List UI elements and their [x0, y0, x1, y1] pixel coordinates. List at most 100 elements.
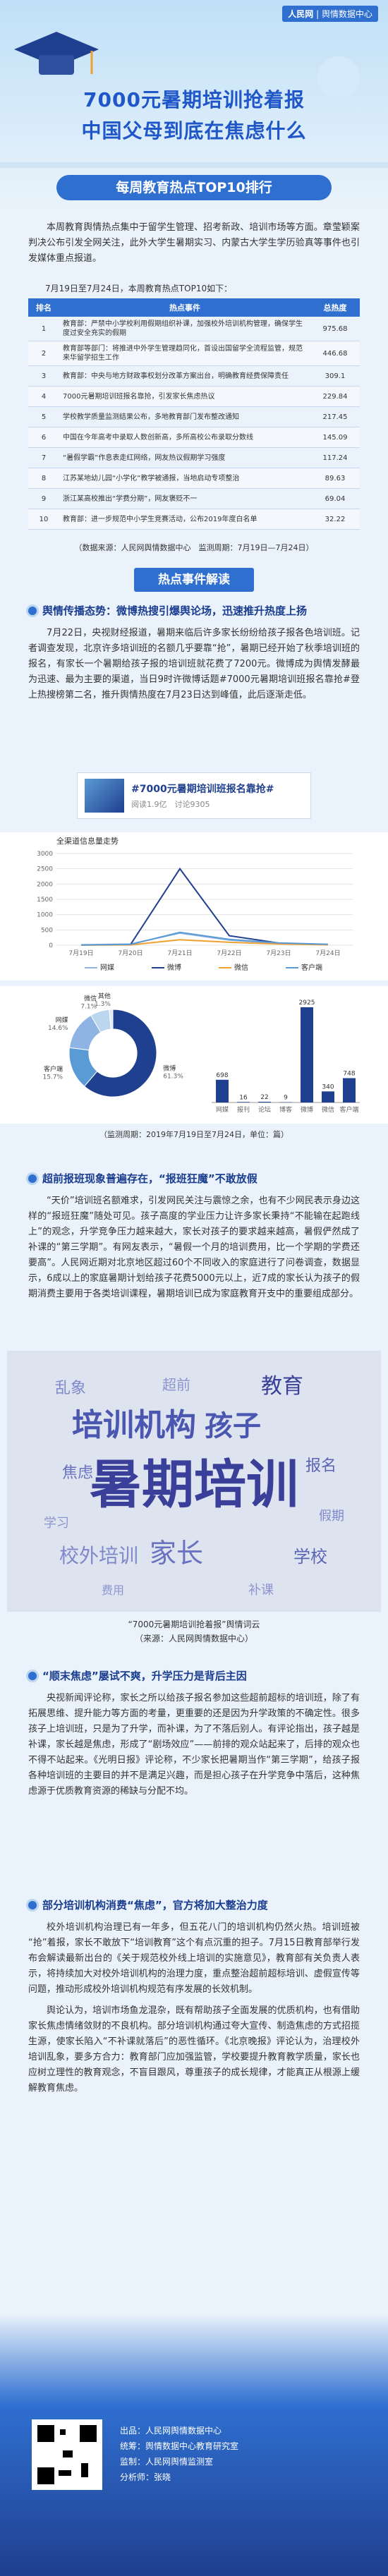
distribution-charts: 微博61.3%客户端15.7%网媒14.6%微信7.1%其他1.3%698网媒1… [0, 986, 388, 1124]
caption-text: “7000元暑期培训抢着报”舆情词云 [128, 1620, 260, 1629]
table-row: 4 7000元暑期培训班报名靠抢，引发家长焦虑热议 229.84 [28, 386, 360, 407]
slice-label: 客户端 [44, 1064, 63, 1073]
section: 超前报班现象普遍存在，“报班狂魔”不敢放假 “天价”培训班名额难求，引发网民关注与… [0, 1171, 388, 1347]
table-cell: 教育部：严禁中小学校利用假期组织补课，加强校外培训机构管理，确保学生度过安全充实… [59, 317, 310, 341]
cloud-word: 假期 [319, 1509, 344, 1524]
x-tick-label: 客户端 [339, 1105, 358, 1114]
section-heading: 部分培训机构消费“焦虑”，官方将加大整治力度 [28, 1897, 360, 1913]
table-source: （数据来源：人民网舆情数据中心 监测周期：7月19日—7月24日） [74, 543, 314, 552]
x-tick-label: 7月21日 [167, 949, 192, 957]
paragraph: 舆论认为，培训市场鱼龙混杂，既有帮助孩子全面发展的优质机构，也有借助家长焦虑情绪… [28, 2005, 360, 2094]
x-tick-label: 7月23日 [266, 949, 291, 957]
table-cell: 89.63 [310, 468, 360, 489]
cloud-word: 补课 [248, 1583, 274, 1598]
bar [301, 1007, 313, 1102]
bar [216, 1079, 229, 1102]
bar-value: 9 [284, 1095, 288, 1102]
table-cell: 7000元暑期培训班报名靠抢，引发家长焦虑热议 [59, 386, 310, 407]
section: 部分培训机构消费“焦虑”，官方将加大整治力度校外培训机构治理已有一年多，但五花八… [0, 1897, 388, 2307]
table-cell: 4 [28, 386, 59, 407]
section-heading: 超前报班现象普遍存在，“报班狂魔”不敢放假 [28, 1171, 360, 1186]
slice-value: 14.6% [48, 1025, 68, 1032]
x-tick-label: 7月20日 [118, 949, 143, 957]
table-row: 9 浙江某高校推出“学费分期”，网友褒贬不一 69.04 [28, 488, 360, 509]
y-tick-label: 2500 [37, 866, 53, 873]
bar-value: 748 [343, 1070, 355, 1077]
table-cell: 7 [28, 447, 59, 468]
x-tick-label: 博客 [279, 1105, 292, 1114]
x-tick-label: 7月19日 [68, 949, 93, 957]
table-cell: 229.84 [310, 386, 360, 407]
title-line: 7000元暑期培训抢着报 [83, 88, 305, 111]
y-tick-label: 1000 [37, 912, 53, 919]
qr-code [32, 2419, 102, 2490]
table-row: 3 教育部：中央与地方财政事权划分改革方案出台，明确教育经费保障责任 309.1 [28, 365, 360, 387]
x-tick-label: 7月24日 [315, 949, 340, 957]
section-heading: “顺末焦虑”屡试不爽，升学压力是背后主因 [28, 1668, 360, 1684]
paragraph: 7月22日，央视财经报道，暑期来临后许多家长纷纷给孩子报各色培训班。记者调查发现… [28, 628, 360, 700]
table-cell: 217.45 [310, 406, 360, 427]
table-cell: 教育部等部门：将推进中外学生管理趋同化，首设出国留学全流程监管，规范来华留学招生… [59, 341, 310, 366]
slice-value: 7.1% [80, 1004, 97, 1011]
credit: 出品：人民网舆情数据中心 [120, 2426, 222, 2436]
ribbon: 每周教育热点TOP10排行 [116, 180, 272, 195]
cloud-word: 教育 [261, 1374, 303, 1399]
table-cell: 32.22 [310, 509, 360, 530]
table-cell: 教育部：进一步规范中小学生竞赛活动，公布2019年度白名单 [59, 509, 310, 530]
section: 舆情传播态势：微博热搜引爆舆论场，迅速推升热度上扬 7月22日，央视财经报道，暑期… [0, 603, 388, 769]
table-row: 5 学校教学质量监测结果公布，多地教育部门发布整改通知 217.45 [28, 406, 360, 427]
cloud-word: 孩子 [205, 1410, 261, 1442]
caption-source: （来源：人民网舆情数据中心） [134, 1634, 253, 1644]
intro: 本周教育舆情热点集中于留学生管理、招考新政、培训市场等方面。章莹颖案判决公布引发… [0, 220, 388, 285]
credit: 监制：人民网舆情监测室 [120, 2457, 214, 2467]
table-cell: 975.68 [310, 317, 360, 341]
table-row: 2 教育部等部门：将推进中外学生管理趋同化，首设出国留学全流程监管，规范来华留学招… [28, 341, 360, 366]
cloud-word: 费用 [102, 1584, 124, 1597]
table-cell: 2 [28, 341, 59, 366]
cloud-word: 学习 [44, 1516, 69, 1531]
slice-value: 1.3% [95, 1001, 111, 1008]
cloud-word: 学校 [293, 1547, 327, 1567]
x-tick-label: 微信 [322, 1105, 334, 1114]
cloud-word: 乱象 [55, 1380, 86, 1397]
table-row: 8 江苏某地幼儿园“小学化”教学被通报，当地启动专项整治 89.63 [28, 468, 360, 489]
logo: 人民网 | 舆情数据中心 [282, 6, 378, 22]
y-tick-label: 2000 [37, 881, 53, 888]
table-row: 7 “暑假学霸”作息表走红网络，网友热议假期学习强度 117.24 [28, 447, 360, 468]
bar-value: 16 [239, 1094, 248, 1101]
table-header: 排名 [28, 298, 59, 317]
paragraph: 央视新闻评论称，家长之所以给孩子报名参加这些超前超标的培训班，除了有拓展思维、提… [28, 1693, 360, 1797]
table-cell: 6 [28, 427, 59, 448]
header: 人民网 | 舆情数据中心 7000元暑期培训抢着报 中国父母到底在焦虑什么 每周… [0, 0, 388, 212]
slice-label: 微博 [163, 1064, 176, 1072]
bar [343, 1078, 356, 1102]
y-tick-label: 1500 [37, 897, 53, 904]
series-line [80, 931, 329, 946]
table-cell: 教育部：中央与地方财政事权划分改革方案出台，明确教育经费保障责任 [59, 365, 310, 387]
x-tick-label: 微博 [301, 1105, 313, 1114]
table-cell: 117.24 [310, 447, 360, 468]
logo-text: 人民网 [288, 9, 314, 19]
table-cell: 69.04 [310, 488, 360, 509]
section: “顺末焦虑”屡试不爽，升学压力是背后主因央视新闻评论称，家长之所以给孩子报名参加… [0, 1668, 388, 1890]
paragraph: 校外培训机构治理已有一年多，但五花八门的培训机构仍然火热。培训班被“抢”着报，家… [28, 1922, 360, 1995]
table-caption: 7月19日至7月24日，本周教育热点TOP10如下： [45, 284, 233, 293]
legend-label: 微信 [234, 963, 248, 972]
x-tick-label: 7月22日 [217, 949, 241, 957]
banner: 热点事件解读 [0, 568, 388, 596]
cloud-word: 暑期培训 [90, 1454, 298, 1515]
cloud-word: 焦虑 [62, 1464, 93, 1482]
table-row: 6 中国在今年高考中录取人数创新高，多所高校公布录取分数线 145.09 [28, 427, 360, 448]
credit: 分析师：张晓 [120, 2472, 171, 2482]
x-tick-label: 报刊 [237, 1105, 250, 1114]
slice-label: 其他 [98, 992, 111, 1000]
bar-value: 2925 [299, 1000, 315, 1007]
x-tick-label: 网媒 [216, 1106, 229, 1114]
header-art [0, 32, 388, 200]
bar [322, 1091, 334, 1102]
footer: 出品：人民网舆情数据中心 统筹：舆情数据中心教育研究室 监制：人民网舆情监测室 分析师… [0, 2314, 388, 2576]
table-header: 热点事件 [59, 298, 310, 317]
table-cell: 5 [28, 406, 59, 427]
